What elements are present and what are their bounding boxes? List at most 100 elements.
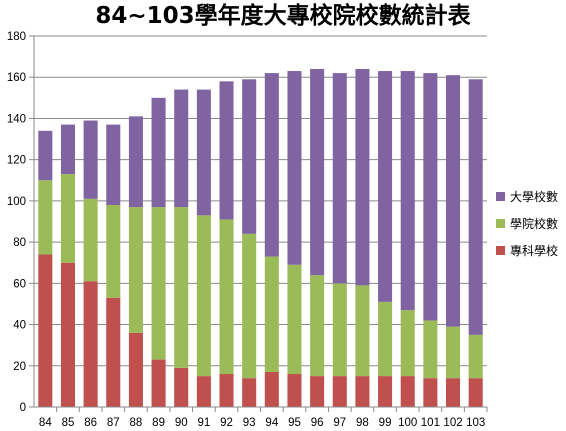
x-tick-label: 86 [84, 417, 97, 429]
bar-segment [332, 283, 347, 377]
bar-segment [468, 334, 483, 379]
bar-segment [38, 130, 53, 181]
x-tick-label: 93 [243, 417, 256, 429]
y-tick-label: 0 [20, 402, 26, 414]
bar-segment [174, 207, 189, 368]
x-tick-label: 96 [311, 417, 324, 429]
bar-segment [151, 359, 166, 407]
y-tick-label: 80 [13, 237, 26, 249]
bar-segment [174, 367, 189, 407]
x-tick-label: 99 [379, 417, 392, 429]
bar-segment [310, 275, 325, 377]
bar-segment [400, 376, 415, 407]
bar-segment [60, 124, 75, 175]
y-tick-label: 180 [7, 31, 26, 43]
bar-segment [38, 254, 53, 407]
chart-title: 84~103學年度大專校院校數統計表 [95, 2, 471, 29]
legend-label: 學院校數 [510, 216, 558, 231]
bar-segment [310, 68, 325, 276]
bar-segment [106, 205, 121, 298]
y-tick-label: 100 [7, 196, 26, 208]
bar-segment [174, 89, 189, 208]
x-tick-label: 100 [398, 417, 417, 429]
bar-segment [310, 376, 325, 407]
x-tick-label: 98 [356, 417, 369, 429]
legend-label: 大學校數 [510, 189, 558, 204]
bars [38, 68, 483, 407]
x-tick-label: 97 [333, 417, 346, 429]
bar-segment [355, 376, 370, 407]
legend-swatch [496, 246, 505, 255]
bar-segment [264, 371, 279, 407]
bar-segment [446, 326, 461, 379]
x-tick-label: 94 [265, 417, 278, 429]
bar-segment [219, 374, 234, 407]
bar-segment [83, 281, 98, 407]
x-tick-label: 88 [130, 417, 143, 429]
bar-segment [106, 124, 121, 206]
grid [34, 35, 487, 408]
x-tick-label: 92 [220, 417, 233, 429]
bar-segment [400, 71, 415, 311]
x-tick-label: 89 [152, 417, 165, 429]
bar-segment [219, 219, 234, 375]
bar-segment [151, 97, 166, 208]
bar-segment [468, 79, 483, 335]
bar-segment [468, 378, 483, 407]
bar-segment [219, 81, 234, 220]
bar-segment [378, 301, 393, 377]
x-tick-label: 84 [39, 417, 52, 429]
bar-segment [423, 378, 438, 407]
bar-segment [423, 73, 438, 321]
bar-segment [332, 376, 347, 407]
bar-segment [128, 207, 143, 333]
y-tick-label: 40 [13, 320, 26, 332]
x-tick-label: 102 [443, 417, 462, 429]
bar-segment [38, 180, 53, 255]
bar-segment [106, 297, 121, 407]
bar-segment [196, 215, 211, 377]
bar-segment [264, 73, 279, 257]
bar-segment [151, 207, 166, 360]
bar-segment [423, 320, 438, 379]
bar-segment [242, 233, 257, 379]
bar-segment [83, 198, 98, 282]
bar-segment [446, 75, 461, 327]
x-tick-label: 85 [62, 417, 75, 429]
bar-segment [400, 310, 415, 377]
x-tick-label: 87 [107, 417, 120, 429]
x-tick-label: 91 [197, 417, 210, 429]
bar-segment [242, 378, 257, 407]
y-tick-label: 140 [7, 113, 26, 125]
y-tick-label: 20 [13, 361, 26, 373]
y-tick-label: 120 [7, 155, 26, 167]
bar-segment [355, 285, 370, 377]
legend-swatch [496, 192, 505, 201]
bar-segment [378, 376, 393, 407]
bar-segment [196, 89, 211, 216]
bar-segment [378, 71, 393, 302]
bar-segment [264, 256, 279, 372]
bar-segment [128, 332, 143, 407]
bar-segment [128, 116, 143, 208]
bar-segment [83, 120, 98, 199]
bar-segment [60, 174, 75, 263]
axes: 0 20 40 60 80 100 120 140 160 180 84 85 86 87 88 89 90 91… [7, 31, 488, 429]
legend-label: 專科學校 [510, 243, 558, 258]
x-tick-label: 103 [466, 417, 485, 429]
x-tick-label: 90 [175, 417, 188, 429]
bar-segment [196, 376, 211, 407]
bar-segment [287, 71, 302, 265]
bar-segment [60, 262, 75, 407]
bar-segment [242, 79, 257, 234]
x-tick-label: 95 [288, 417, 301, 429]
legend-swatch [496, 219, 505, 228]
bar-segment [287, 374, 302, 407]
bar-segment [355, 68, 370, 286]
bar-segment [446, 378, 461, 407]
x-tick-label: 101 [421, 417, 440, 429]
y-tick-label: 60 [13, 278, 26, 290]
